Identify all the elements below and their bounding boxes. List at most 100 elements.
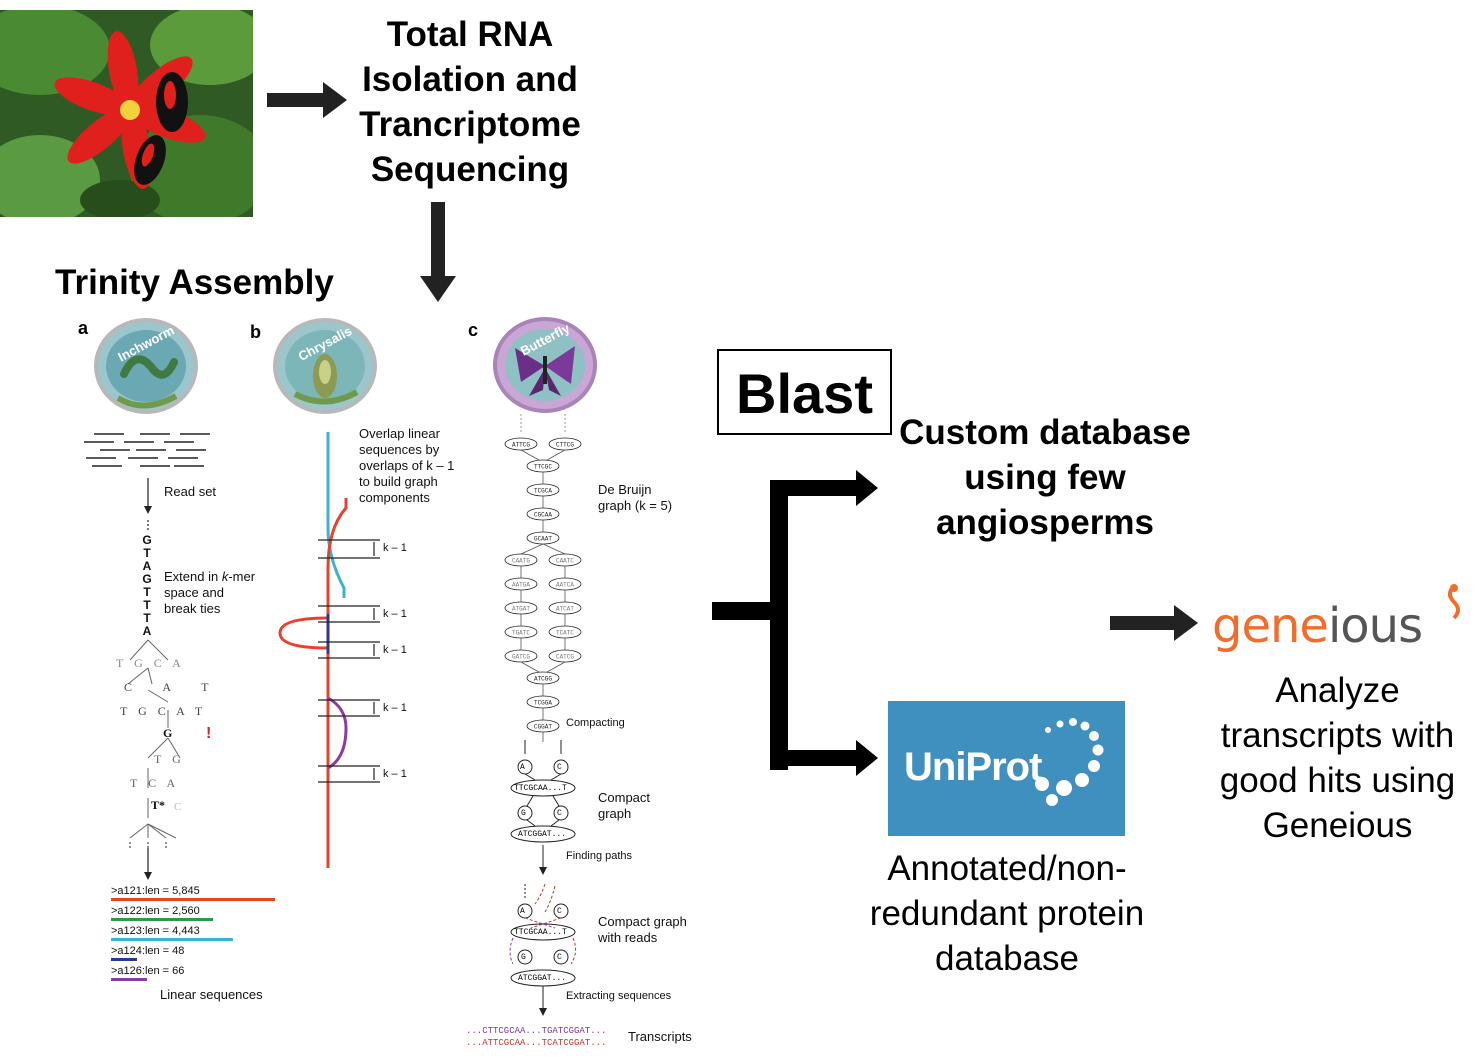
compact-node: A	[520, 763, 525, 772]
compact-node: A	[520, 907, 525, 916]
photo-image	[0, 10, 253, 217]
de-bruijn-graph: ATTCG CTTCG TTCGC TCGCA CGCAA GCAAT CAATG CAATC…	[504, 414, 582, 742]
extend-text: break ties	[164, 601, 221, 616]
graph-node: AATCA	[548, 577, 582, 591]
overlap-text: Overlap linear sequences by overlaps of …	[359, 426, 454, 506]
kmer-letter: T	[143, 598, 151, 612]
extend-label: Extend in k-mer space and break ties	[164, 569, 255, 617]
graph-node: CGGAT	[526, 719, 560, 733]
extend-k: k	[221, 569, 229, 584]
svg-text:AATCA: AATCA	[556, 582, 574, 589]
rna-step-title: Total RNA Isolation and Trancriptome Seq…	[359, 15, 581, 189]
kmer-letter: G	[142, 572, 152, 586]
contig-item: >a122:len = 2,560	[111, 905, 286, 925]
svg-text:GCAAT: GCAAT	[534, 536, 552, 543]
svg-text:ATCGG: ATCGG	[534, 676, 552, 683]
svg-text:CATCG: CATCG	[556, 654, 574, 661]
passion-flower-photo	[0, 10, 253, 217]
uniprot-caption: Annotated/non-redundant protein database	[869, 849, 1145, 978]
contig-label: >a122:len = 2,560	[111, 905, 200, 917]
graph-node: TCATC	[548, 625, 582, 639]
trinity-title: Trinity Assembly	[55, 263, 334, 302]
svg-text:ATCAT: ATCAT	[556, 606, 574, 613]
k-minus-1-label: k – 1	[383, 768, 407, 780]
panel-a-graphic: ! C	[84, 433, 211, 880]
compact-node: G	[521, 809, 526, 818]
panel-a-letter: a	[78, 318, 89, 338]
compacting-label: Compacting	[566, 717, 625, 729]
tree-row: T G C A	[116, 656, 185, 670]
contig-label: >a123:len = 4,443	[111, 925, 200, 937]
compact-node: TTCGCAA...T	[514, 928, 567, 937]
arrow-down-small	[539, 845, 547, 875]
kmer-letter: A	[142, 624, 152, 638]
arrow-right-geneious	[1110, 605, 1198, 641]
uniprot-logo-text: UniProt	[904, 745, 1042, 789]
de-bruijn-label: De Bruijn graph (k = 5)	[598, 482, 672, 514]
contig-item: >a124:len = 48	[111, 945, 286, 965]
graph-edge	[546, 661, 566, 673]
graph-edge	[520, 449, 540, 461]
graph-node: AATGA	[504, 577, 538, 591]
compact-graph-reads	[509, 883, 577, 987]
tree-row: T C A	[130, 776, 180, 790]
svg-text:TTCGC: TTCGC	[534, 464, 552, 471]
svg-text:CGCAA: CGCAA	[534, 512, 552, 519]
overlap-line: to build graph	[359, 474, 438, 489]
svg-text:ATTCG: ATTCG	[512, 442, 530, 449]
contig-label: >a121:len = 5,845	[111, 885, 200, 897]
svg-text:CGGAT: CGGAT	[534, 724, 552, 731]
panel-c-letter: c	[468, 320, 479, 340]
compact-node: C	[557, 907, 562, 916]
contig-label: >a124:len = 48	[111, 945, 185, 957]
kmer-letter: T	[143, 546, 151, 560]
extracting-label: Extracting sequences	[566, 990, 672, 1002]
transcript-1: ...CTTCGCAA...TGATCGGAT...	[466, 1026, 607, 1036]
compact-reads-label: Compact graph with reads	[598, 914, 687, 946]
compact-node: C	[557, 809, 562, 818]
k-minus-1-label: k – 1	[383, 608, 407, 620]
graph-node: CAATG	[504, 553, 538, 567]
overlap-line: sequences by	[359, 442, 440, 457]
compact-node: G	[521, 953, 526, 962]
svg-text:TCGCA: TCGCA	[534, 488, 552, 495]
overlap-line: overlaps of k – 1	[359, 458, 455, 473]
arrow-down	[420, 202, 456, 302]
overlap-line: Overlap linear	[359, 426, 440, 441]
transcripts-label: Transcripts	[628, 1029, 692, 1044]
arrow-down-small	[539, 986, 547, 1016]
chrysalis-badge-icon	[273, 318, 377, 414]
graph-node: ATGAT	[504, 601, 538, 615]
uniprot-dots-icon	[1035, 718, 1104, 806]
kmer-sequence: G T A G T T T A	[140, 534, 154, 638]
svg-text:CTTCG: CTTCG	[556, 442, 574, 449]
panel-b-letter: b	[250, 322, 261, 342]
de-bruijn-line: graph (k = 5)	[598, 498, 673, 513]
compact-graph	[510, 740, 576, 843]
graph-edge	[542, 543, 566, 555]
graph-node: ATTCG	[504, 437, 538, 451]
compact-reads-line: Compact graph	[598, 914, 687, 929]
overlap-line: components	[359, 490, 430, 505]
kmer-letter: T	[143, 585, 151, 599]
graph-node: CTTCG	[548, 437, 582, 451]
svg-text:TCGGA: TCGGA	[534, 700, 552, 707]
contig-bar	[111, 978, 147, 981]
kmer-letter: A	[142, 559, 152, 573]
geneious-logo-part: ious	[1327, 598, 1423, 654]
svg-text:GATCG: GATCG	[512, 654, 530, 661]
compact-node: C	[557, 953, 562, 962]
compact-graph-label: Compact graph	[598, 790, 650, 822]
graph-node: CGCAA	[526, 507, 560, 521]
tree-row: T G	[154, 752, 185, 766]
geneious-caption: Analyze transcripts with good hits using…	[1219, 671, 1456, 845]
geneious-helix-icon	[1448, 584, 1460, 620]
k-minus-1-label: k – 1	[383, 644, 407, 656]
read-set-label: Read set	[164, 484, 217, 499]
graph-node: ATCAT	[548, 601, 582, 615]
extend-text: -mer	[228, 569, 256, 584]
svg-text:AATGA: AATGA	[512, 582, 530, 589]
kmer-letter: G	[142, 533, 152, 547]
compact-graph-line: graph	[598, 806, 632, 821]
inchworm-badge-icon	[94, 318, 198, 414]
